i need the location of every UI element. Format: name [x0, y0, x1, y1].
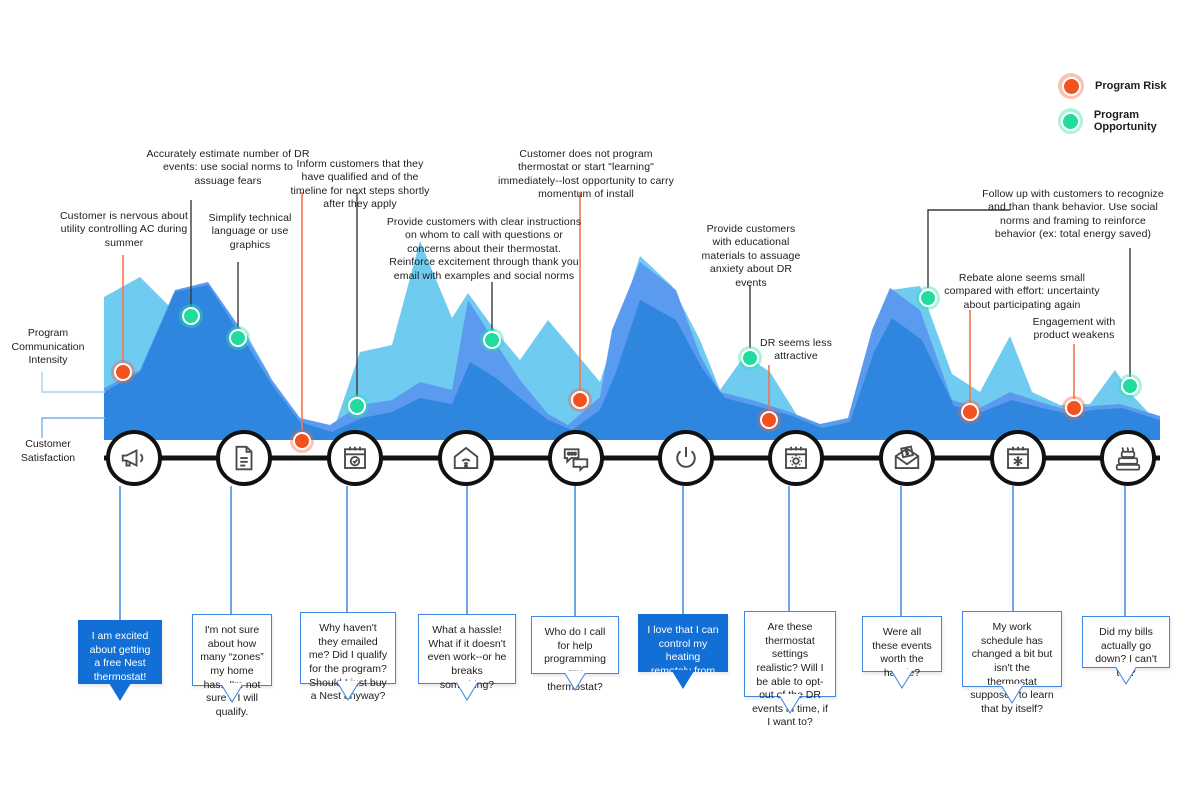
- marker-opportunity-4[interactable]: [480, 328, 504, 352]
- quote-text-2: I'm not sure about how many “zones” my h…: [200, 624, 264, 718]
- annotation-rebate-seems-small: Rebate alone seems small compared with e…: [944, 272, 1100, 311]
- bubble-tail-inner: [221, 683, 243, 701]
- stage-application[interactable]: [216, 430, 272, 486]
- bubble-tail-inner: [564, 671, 586, 689]
- annotation-customer-does-not-program: Customer does not program thermostat or …: [498, 148, 674, 201]
- calendar-check-icon: [344, 446, 366, 469]
- stage-rebate[interactable]: [879, 430, 935, 486]
- bubble-tail-inner: [779, 694, 801, 712]
- bubble-tail-inner: [891, 669, 913, 687]
- marker-risk-4[interactable]: [757, 408, 781, 432]
- marker-risk-6[interactable]: [1062, 396, 1086, 420]
- annotation-simplify-technical-language: Simplify technical language or use graph…: [208, 212, 292, 251]
- calendar-snowflake-icon: [1007, 446, 1029, 469]
- legend-label-program-risk: Program Risk: [1095, 80, 1167, 92]
- legend-label-program-opportunity: Program Opportunity: [1093, 109, 1157, 133]
- axis-label-communication-intensity: Program Communication Intensity: [11, 327, 85, 367]
- stage-install[interactable]: [438, 430, 494, 486]
- megaphone-icon: [121, 448, 144, 468]
- annotation-estimate-dr-events: Accurately estimate number of DR events:…: [146, 148, 310, 187]
- quote-bubble-7[interactable]: Are these thermostat settings realistic?…: [744, 611, 836, 728]
- stage-awareness[interactable]: [106, 430, 162, 486]
- bubble-tail-inner: [1001, 684, 1023, 702]
- stage-summer-dr-event[interactable]: [768, 430, 824, 486]
- quote-bubble-1[interactable]: I am excited about getting a free Nest t…: [78, 620, 162, 701]
- annotation-engagement-weakens: Engagement with product weakens: [1032, 316, 1116, 342]
- marker-opportunity-2[interactable]: [226, 326, 250, 350]
- annotation-clear-instructions-thank-you: Provide customers with clear instruction…: [386, 216, 582, 282]
- marker-opportunity-7[interactable]: [1118, 374, 1142, 398]
- bubble-tail-inner: [109, 682, 131, 700]
- marker-risk-2[interactable]: [290, 429, 314, 453]
- quote-bubble-6[interactable]: I love that I can control my heating rem…: [638, 614, 728, 691]
- series-customer-satisfaction-core: [104, 285, 1160, 440]
- annotation-follow-up-recognize: Follow up with customers to recognize an…: [982, 188, 1164, 241]
- marker-opportunity-5[interactable]: [738, 346, 762, 370]
- power-button-icon: [676, 447, 696, 468]
- marker-opportunity-1[interactable]: [179, 304, 203, 328]
- quote-bubble-9[interactable]: My work schedule has changed a bit but i…: [962, 611, 1062, 715]
- annotation-educational-materials: Provide customers with educational mater…: [701, 223, 801, 289]
- marker-risk-1[interactable]: [111, 360, 135, 384]
- bubble-tail-inner: [456, 681, 478, 699]
- document-icon: [235, 445, 253, 471]
- marker-opportunity-3[interactable]: [345, 394, 369, 418]
- quote-text-3: Why haven't they emailed me? Did I quali…: [308, 622, 388, 703]
- legend-item-program-risk: Program Risk: [1058, 73, 1167, 99]
- quote-bubble-5[interactable]: Who do I call for help programming my th…: [531, 616, 619, 693]
- quote-bubble-10[interactable]: Did my bills actually go down? I can't t…: [1082, 616, 1170, 685]
- cake-icon: [1115, 446, 1141, 471]
- money-envelope-icon: [894, 445, 920, 469]
- risk-marker-icon: [1058, 73, 1084, 99]
- marker-risk-5[interactable]: [958, 400, 982, 424]
- stage-anniversary[interactable]: [1100, 430, 1156, 486]
- stage-activation[interactable]: [658, 430, 714, 486]
- stage-winter-dr-event[interactable]: [990, 430, 1046, 486]
- bubble-tail-inner: [672, 670, 694, 688]
- axis-bracket-communication: [41, 372, 105, 393]
- marker-opportunity-6[interactable]: [916, 286, 940, 310]
- chat-bubbles-icon: [563, 448, 589, 473]
- legend-item-program-opportunity: Program Opportunity: [1058, 108, 1200, 134]
- opportunity-marker-icon: [1058, 108, 1083, 134]
- annotation-dr-seems-less-attractive: DR seems less attractive: [760, 337, 832, 363]
- quote-text-4: What a hassle! What if it doesn't even w…: [427, 624, 507, 691]
- bubble-tail-inner: [1115, 665, 1137, 683]
- stage-qualification[interactable]: [327, 430, 383, 486]
- stage-support[interactable]: [548, 430, 604, 486]
- quote-bubble-4[interactable]: What a hassle! What if it doesn't even w…: [418, 614, 516, 701]
- annotation-inform-qualified-timeline: Inform customers that they have qualifie…: [290, 158, 430, 211]
- marker-risk-3[interactable]: [568, 388, 592, 412]
- quote-bubble-2[interactable]: I'm not sure about how many “zones” my h…: [192, 614, 272, 718]
- quote-bubble-8[interactable]: Were all these events worth the hassle?: [862, 616, 942, 689]
- leader-a9: [927, 209, 1010, 288]
- axis-label-customer-satisfaction: Customer Satisfaction: [20, 438, 76, 464]
- smart-home-wifi-icon: [453, 446, 479, 469]
- axis-bracket-satisfaction: [41, 417, 105, 438]
- quote-text-9: My work schedule has changed a bit but i…: [970, 621, 1054, 715]
- bubble-tail-inner: [337, 681, 359, 699]
- quote-text-1: I am excited about getting a free Nest t…: [89, 630, 151, 683]
- annotation-customer-nervous-ac: Customer is nervous about utility contro…: [60, 210, 188, 249]
- calendar-sun-icon: [785, 446, 807, 469]
- quote-bubble-3[interactable]: Why haven't they emailed me? Did I quali…: [300, 612, 396, 702]
